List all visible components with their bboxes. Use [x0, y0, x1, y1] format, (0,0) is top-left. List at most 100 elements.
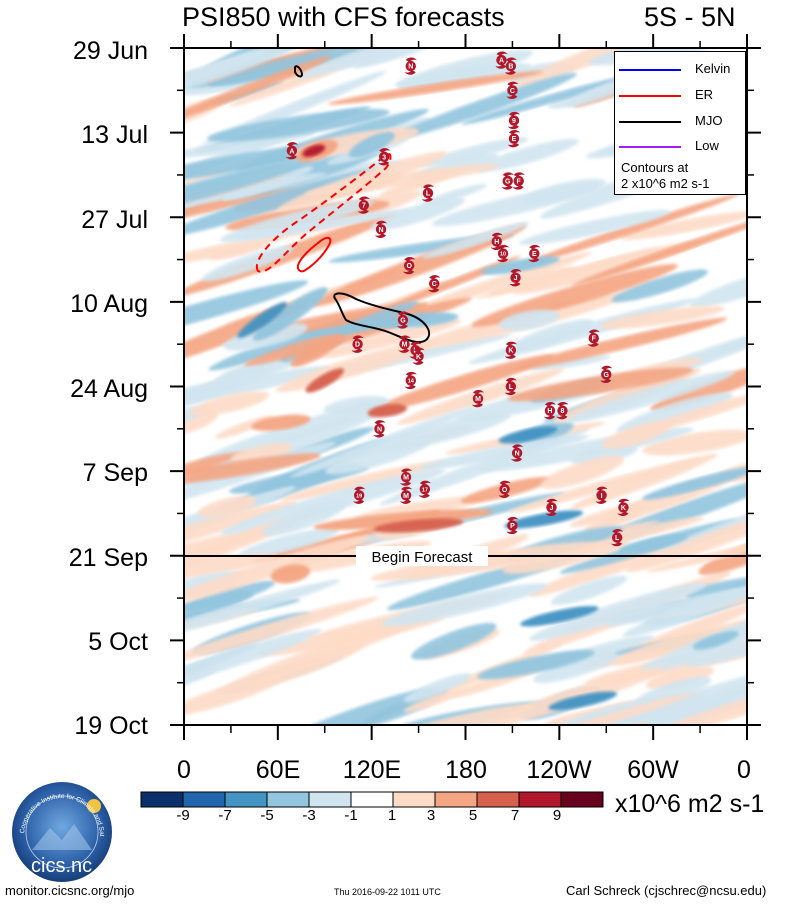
svg-text:H: H [547, 408, 552, 415]
storm-marker: M [398, 335, 411, 353]
x-tick-label: 180 [445, 756, 487, 784]
svg-text:O: O [406, 263, 412, 270]
svg-text:9: 9 [512, 118, 516, 125]
svg-text:E: E [532, 251, 537, 258]
x-tick-label: 60E [255, 756, 301, 784]
colorbar-label: -7 [218, 807, 232, 824]
svg-text:N: N [408, 64, 413, 71]
storm-marker: 10 [497, 244, 510, 263]
y-tick-label: 13 Jul [81, 121, 148, 149]
storm-marker: K [617, 498, 630, 517]
svg-text:G: G [604, 372, 610, 379]
svg-text:K: K [416, 354, 421, 361]
svg-text:K: K [621, 505, 626, 512]
colorbar-label: -9 [176, 807, 190, 824]
y-tick-label: 27 Jul [81, 206, 148, 234]
svg-text:A: A [289, 148, 294, 155]
colorbar-swatch [518, 791, 562, 808]
y-tick-label: 7 Sep [82, 459, 148, 487]
storm-marker: M [400, 486, 413, 504]
svg-text:M: M [475, 396, 481, 403]
footer-url[interactable]: monitor.cicsnc.org/mjo [5, 883, 135, 898]
storm-marker: L [611, 528, 624, 547]
colorbar-swatch [224, 791, 268, 808]
colorbar-swatch [308, 791, 352, 808]
footer-author: Carl Schreck (cjschrec@ncsu.edu) [566, 883, 767, 898]
svg-text:D: D [355, 342, 360, 349]
legend: Kelvin ER MJO Low Contours at 2 x10^6 m2… [614, 51, 746, 195]
legend-er: ER [619, 87, 713, 102]
svg-text:N: N [515, 450, 520, 457]
svg-text:G: G [505, 178, 511, 185]
svg-text:M: M [402, 342, 408, 349]
svg-text:B: B [508, 64, 513, 71]
svg-text:M: M [403, 493, 409, 500]
storm-marker: 19 [353, 486, 366, 504]
legend-contour-note: Contours at 2 x10^6 m2 s-1 [621, 160, 710, 191]
svg-text:N: N [379, 227, 384, 234]
colorbar-swatch [560, 791, 604, 808]
colorbar [140, 791, 604, 808]
storm-marker: 14 [404, 371, 417, 390]
storm-marker: K [412, 347, 425, 365]
x-tick-label: 0 [737, 756, 751, 784]
svg-text:G: G [400, 318, 406, 325]
svg-text:J: J [550, 505, 554, 512]
y-tick-label: 10 Aug [70, 290, 148, 318]
colorbar-swatch [434, 791, 478, 808]
svg-text:C: C [432, 281, 437, 288]
svg-text:A: A [499, 58, 504, 65]
storm-marker: F [512, 172, 525, 190]
storm-marker: K [504, 341, 517, 359]
logo-text: cics.nc [31, 855, 93, 877]
x-tick-label: 0 [177, 756, 191, 784]
storm-marker: A [495, 51, 508, 69]
y-tick-label: 5 Oct [88, 628, 148, 656]
colorbar-label: 7 [510, 807, 520, 824]
storm-marker: O [403, 256, 416, 275]
svg-text:10: 10 [500, 252, 506, 258]
svg-text:8: 8 [561, 408, 565, 415]
colorbar-label: -1 [344, 807, 358, 824]
legend-low: Low [619, 138, 719, 153]
svg-text:P: P [510, 523, 515, 530]
storm-marker: E [528, 244, 541, 263]
colorbar-label: -5 [260, 807, 274, 824]
storm-marker: N [373, 420, 386, 438]
x-tick-label: 60W [627, 756, 679, 784]
svg-text:19: 19 [356, 494, 362, 500]
legend-kelvin: Kelvin [619, 61, 730, 76]
svg-text:F: F [592, 336, 597, 343]
svg-text:7: 7 [362, 203, 366, 210]
colorbar-swatch [140, 791, 184, 808]
svg-text:I: I [601, 493, 603, 500]
storm-marker: P [506, 516, 519, 535]
storm-marker: N [375, 220, 388, 238]
colorbar-swatch [266, 791, 310, 808]
colorbar-swatch [350, 791, 394, 808]
region-label: 5S - 5N [644, 2, 736, 32]
colorbar-label: 1 [387, 807, 397, 824]
svg-text:K: K [508, 348, 513, 355]
er-positive-contour [296, 236, 332, 273]
storm-marker: N [511, 444, 524, 462]
storm-marker: 9 [507, 111, 520, 130]
svg-text:L: L [615, 535, 620, 542]
y-tick-label: 21 Sep [68, 544, 148, 572]
colorbar-label: 9 [552, 807, 562, 824]
colorbar-swatch [182, 791, 226, 808]
svg-text:M: M [403, 475, 409, 482]
svg-text:3: 3 [382, 154, 386, 161]
footer-timestamp: Thu 2016-09-22 1011 UTC [334, 887, 441, 897]
storm-marker: L [504, 377, 517, 396]
units-label: x10^6 m2 s-1 [615, 790, 765, 818]
storm-marker: 8 [556, 402, 569, 420]
svg-text:14: 14 [408, 379, 415, 385]
storm-marker: H [543, 402, 556, 420]
storm-marker: J [545, 498, 558, 517]
y-tick-label: 24 Aug [70, 375, 148, 403]
svg-text:O: O [502, 487, 508, 494]
storm-marker: L [421, 184, 434, 202]
x-tick-label: 120E [342, 756, 402, 784]
